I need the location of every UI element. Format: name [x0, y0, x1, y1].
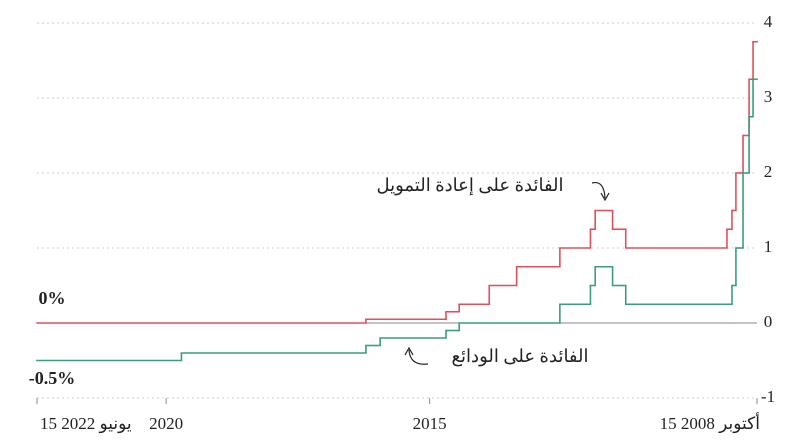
x-tick-label: 15 أكتوبر 2008 — [660, 412, 760, 434]
y-tick-label: 2 — [764, 162, 773, 181]
y-tick-label: 1 — [764, 237, 773, 256]
annotation-arrowhead — [404, 346, 414, 356]
y-tick-label: 0 — [764, 312, 773, 331]
series-annotation: الفائدة على إعادة التمويل — [376, 175, 563, 196]
x-tick-label: 2015 — [413, 414, 447, 433]
x-tick-label: 15 يونيو 2022 — [40, 414, 132, 434]
end-label: 0% — [39, 288, 66, 308]
annotation-arrow — [408, 349, 429, 365]
y-tick-label: 4 — [764, 12, 773, 31]
x-tick-label: 2020 — [149, 414, 183, 433]
y-tick-label: -1 — [761, 387, 775, 406]
end-label: -0.5% — [29, 368, 76, 388]
y-tick-label: 3 — [764, 87, 773, 106]
series-annotation: الفائدة على الودائع — [451, 346, 588, 367]
annotation-arrowhead — [600, 192, 610, 202]
annotation-arrow — [591, 181, 606, 199]
